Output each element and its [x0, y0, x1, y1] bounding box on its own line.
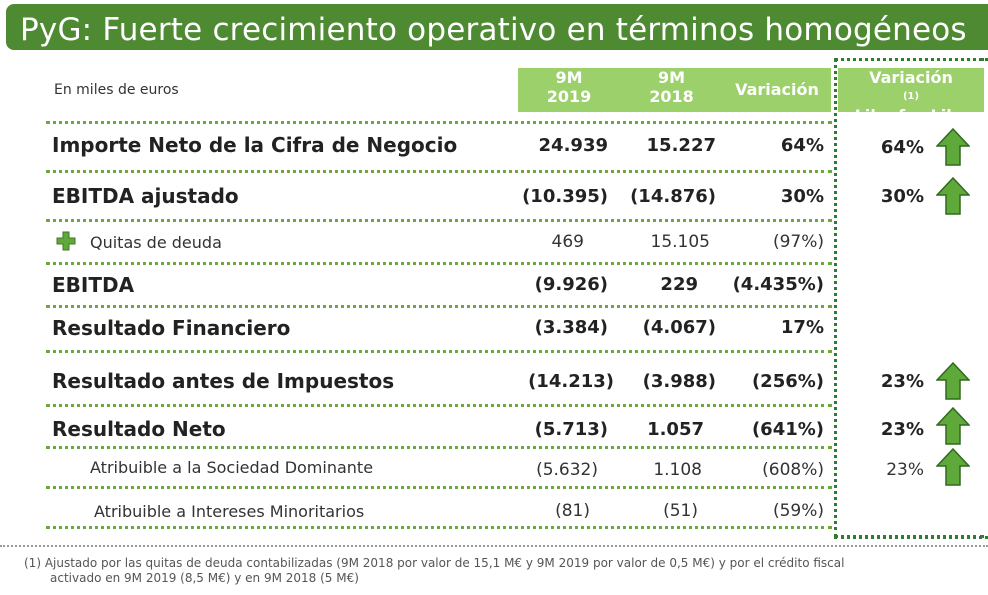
cell-2018: 1.108: [653, 460, 702, 480]
cell-lfl: 23%: [880, 371, 924, 392]
cell-variacion: (641%): [751, 419, 824, 440]
header-lfl-text: Variación: [869, 68, 953, 87]
header-variacion: Variación: [723, 68, 831, 112]
cell-variacion: (608%): [762, 460, 824, 480]
footnote: (1) Ajustado por las quitas de deuda con…: [24, 556, 974, 586]
row-label-atribuible-minoritarios: Atribuible a Intereses Minoritarios: [94, 502, 365, 521]
row-separator: [46, 486, 832, 489]
header-9m-2018-line1: 9M: [657, 68, 686, 87]
footnote-separator: [0, 545, 988, 547]
row-separator: [46, 350, 832, 353]
cell-variacion: (59%): [772, 501, 824, 521]
cell-2018: (4.067): [642, 317, 716, 338]
cell-2019: 24.939: [538, 135, 608, 156]
row-separator: [46, 121, 832, 124]
cell-lfl: 64%: [880, 137, 924, 158]
title-bar: PyG: Fuerte crecimiento operativo en tér…: [6, 4, 988, 50]
plus-icon: [56, 231, 76, 251]
footnote-line-2: activado en 9M 2019 (8,5 M€) y en 9M 201…: [50, 571, 359, 585]
row-label-resultado-neto: Resultado Neto: [52, 417, 226, 441]
cell-2018: 229: [660, 274, 698, 295]
cell-lfl: 30%: [880, 186, 924, 207]
up-arrow-icon: [936, 177, 970, 215]
header-9m-2019: 9M 2019: [518, 68, 620, 112]
cell-variacion: (256%): [751, 371, 824, 392]
cell-lfl: 23%: [886, 460, 924, 480]
header-variacion-text: Variación: [735, 80, 819, 99]
cell-2019: (10.395): [522, 186, 608, 207]
row-separator: [46, 219, 832, 222]
cell-lfl: 23%: [880, 419, 924, 440]
header-lfl-line2: Like-for-Like: [854, 106, 968, 125]
cell-2019: (9.926): [534, 274, 608, 295]
header-9m-2018: 9M 2018: [620, 68, 723, 112]
up-arrow-icon: [936, 128, 970, 166]
up-arrow-icon: [936, 362, 970, 400]
cell-variacion: (4.435%): [732, 274, 824, 295]
cell-2018: (51): [663, 501, 698, 521]
header-9m-2018-line2: 2018: [649, 87, 694, 106]
row-label-importe-neto: Importe Neto de la Cifra de Negocio: [52, 133, 458, 157]
row-label-atribuible-dominante: Atribuible a la Sociedad Dominante: [90, 458, 374, 477]
cell-variacion: 64%: [780, 135, 824, 156]
row-label-ebitda-ajustado: EBITDA ajustado: [52, 184, 239, 208]
header-lfl-sup: (1): [902, 91, 920, 102]
row-separator: [46, 262, 832, 265]
like-for-like-frame-top: [834, 58, 988, 61]
up-arrow-icon: [936, 448, 970, 486]
row-separator: [46, 305, 832, 308]
cell-2019: (5.632): [536, 460, 598, 480]
header-9m-2019-line1: 9M: [555, 68, 583, 87]
cell-2018: (3.988): [642, 371, 716, 392]
cell-2018: 15.105: [650, 232, 710, 252]
up-arrow-icon: [936, 407, 970, 445]
cell-2018: (14.876): [630, 186, 716, 207]
row-separator: [46, 446, 832, 449]
cell-2018: 15.227: [646, 135, 716, 156]
cell-2019: (3.384): [534, 317, 608, 338]
cell-2018: 1.057: [647, 419, 704, 440]
cell-2019: (5.713): [534, 419, 608, 440]
cell-2019: (81): [555, 501, 590, 521]
units-label: En miles de euros: [54, 82, 179, 98]
header-9m-2019-line2: 2019: [546, 87, 592, 106]
row-label-resultado-financiero: Resultado Financiero: [52, 316, 291, 340]
page-title: PyG: Fuerte crecimiento operativo en tér…: [20, 12, 967, 48]
row-label-quitas-deuda: Quitas de deuda: [90, 233, 222, 252]
cell-2019: 469: [551, 232, 584, 252]
header-lfl-line1: Variación (1): [838, 68, 984, 106]
cell-variacion: 17%: [780, 317, 824, 338]
footnote-line-1: (1) Ajustado por las quitas de deuda con…: [24, 556, 845, 570]
row-label-ebitda: EBITDA: [52, 273, 135, 297]
cell-variacion: 30%: [780, 186, 824, 207]
row-separator: [46, 404, 832, 407]
row-separator: [46, 526, 832, 529]
header-variacion-lfl: Variación (1) Like-for-Like: [838, 68, 984, 125]
like-for-like-frame-bottom: [834, 536, 988, 539]
row-separator: [46, 170, 832, 173]
cell-2019: (14.213): [528, 371, 614, 392]
cell-variacion: (97%): [772, 232, 824, 252]
row-label-resultado-antes-impuestos: Resultado antes de Impuestos: [52, 369, 395, 393]
